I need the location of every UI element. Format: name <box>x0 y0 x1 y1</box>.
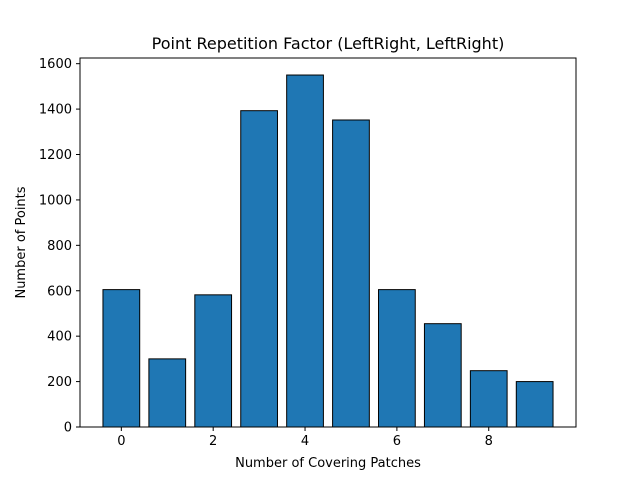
bar-4 <box>286 74 324 428</box>
y-tick-label-1600: 1600 <box>39 57 72 72</box>
x-axis-label: Number of Covering Patches <box>235 456 421 471</box>
y-tick-label-1400: 1400 <box>39 103 72 118</box>
bar-1 <box>148 358 187 428</box>
chart-title: Point Repetition Factor (LeftRight, Left… <box>152 34 505 53</box>
x-tick-label-8: 8 <box>485 434 493 449</box>
bar-5 <box>332 119 370 428</box>
y-axis: 0 200 400 600 800 1000 1200 1400 1600 <box>39 57 80 436</box>
y-tick-label-1200: 1200 <box>39 148 72 163</box>
y-axis-label: Number of Points <box>14 186 29 298</box>
y-tick-label-400: 400 <box>47 330 72 345</box>
plot-frame <box>79 57 577 428</box>
y-tick-label-600: 600 <box>47 284 72 299</box>
bar-6 <box>378 289 416 428</box>
bar-9 <box>515 381 554 428</box>
x-tick-label-4: 4 <box>301 434 309 449</box>
bar-0 <box>102 289 141 428</box>
bar-8 <box>469 370 508 428</box>
y-tick-label-0: 0 <box>64 421 72 436</box>
y-tick-label-800: 800 <box>47 239 72 254</box>
y-tick-label-200: 200 <box>47 375 72 390</box>
bar-3 <box>240 110 278 428</box>
y-tick-label-1000: 1000 <box>39 193 72 208</box>
bar-7 <box>423 323 462 428</box>
bar-2 <box>194 294 233 428</box>
x-tick-label-0: 0 <box>117 434 125 449</box>
x-tick-label-2: 2 <box>209 434 217 449</box>
x-axis: 0 2 4 6 8 <box>117 427 493 449</box>
bars-group <box>102 74 554 428</box>
x-tick-label-6: 6 <box>393 434 401 449</box>
